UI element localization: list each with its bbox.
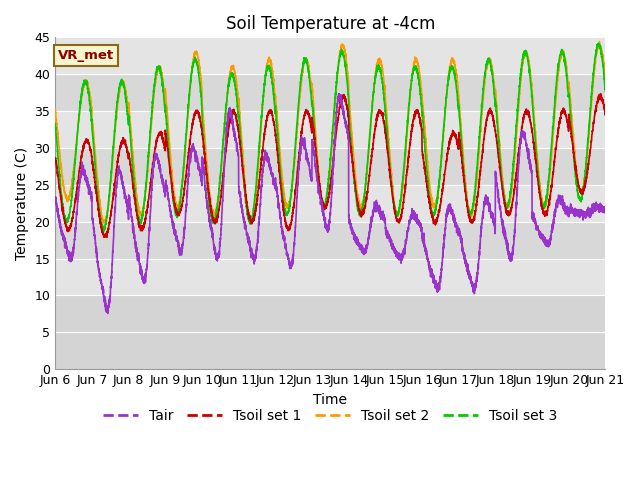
Y-axis label: Temperature (C): Temperature (C) (15, 147, 29, 260)
Bar (55, 185, 605, 222)
Bar (55, 74, 605, 111)
Bar (55, 332, 605, 369)
Legend: Tair, Tsoil set 1, Tsoil set 2, Tsoil set 3: Tair, Tsoil set 1, Tsoil set 2, Tsoil se… (98, 404, 563, 429)
X-axis label: Time: Time (314, 393, 348, 407)
Bar (55, 296, 605, 332)
Title: Soil Temperature at -4cm: Soil Temperature at -4cm (226, 15, 435, 33)
Bar (55, 37, 605, 74)
Bar (55, 111, 605, 148)
Bar (55, 222, 605, 259)
Bar (55, 148, 605, 185)
Text: VR_met: VR_met (58, 49, 114, 62)
Bar (55, 259, 605, 296)
